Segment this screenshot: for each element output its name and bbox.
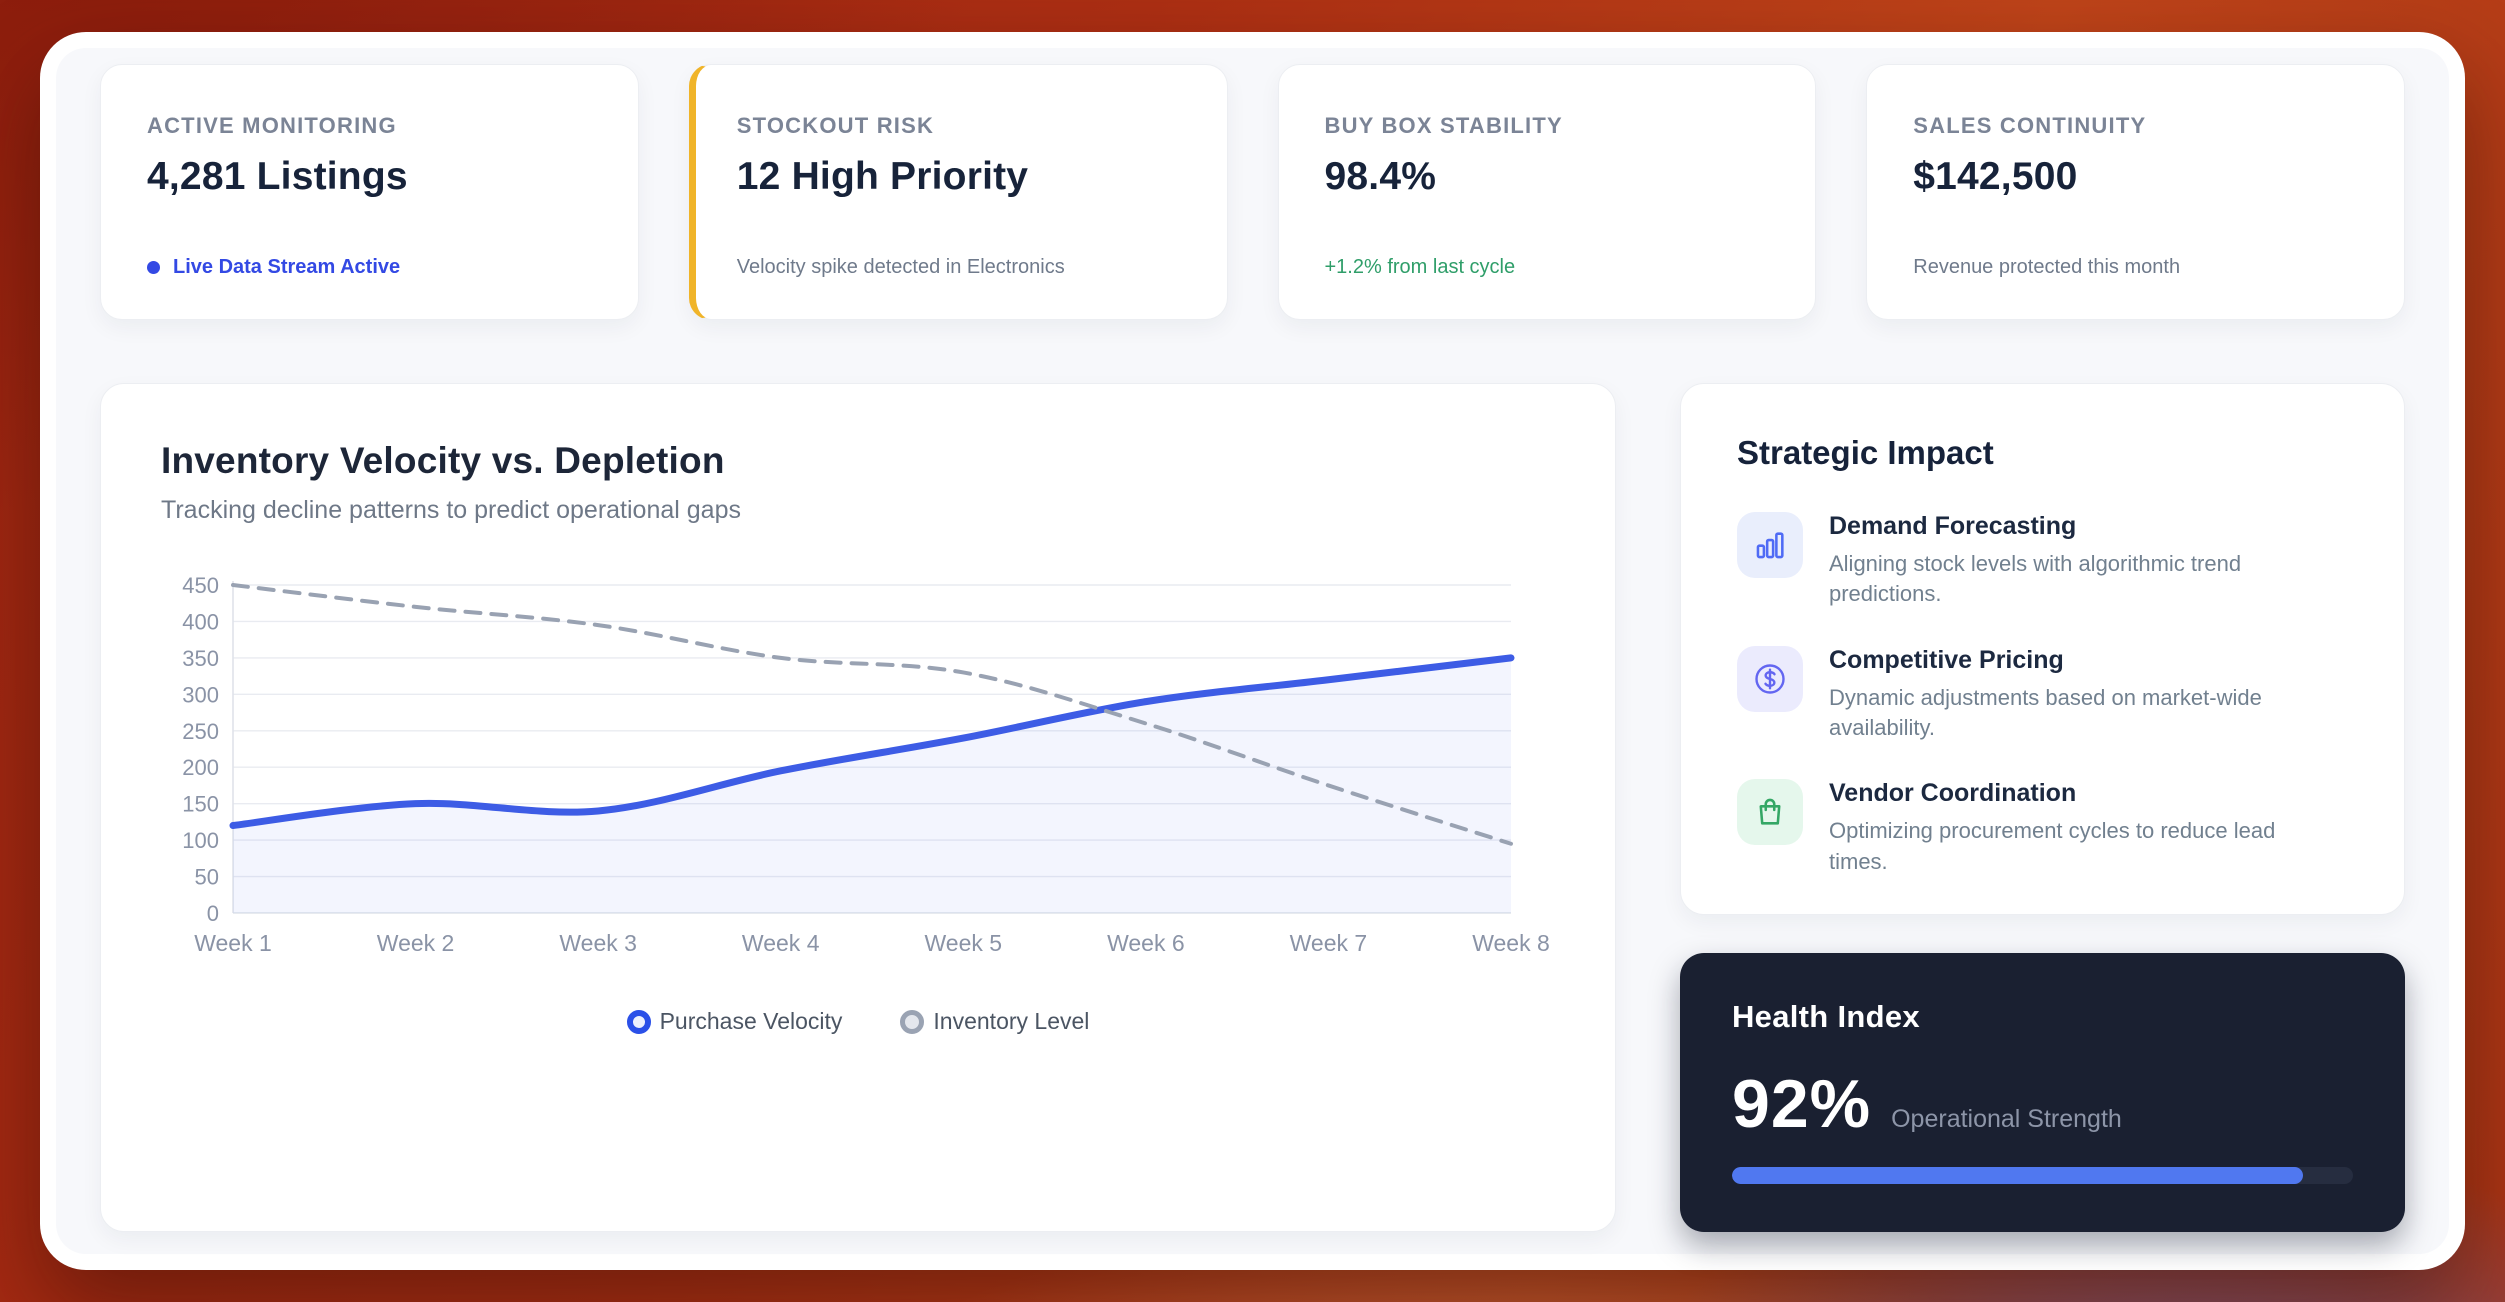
stat-value: $142,500 [1913,155,2078,198]
legend-marker-blue-icon [626,1009,651,1034]
right-column: Strategic Impact Demand [1680,383,2405,1232]
svg-text:250: 250 [182,719,219,744]
strategic-item-desc: Optimizing procurement cycles to reduce … [1829,818,2276,874]
stat-cards-row: ACTIVE MONITORING 4,281 Listings Live Da… [100,64,2405,320]
strategic-item-title: Demand Forecasting [1829,512,2077,540]
shopping-bag-icon [1737,779,1803,846]
health-index-title: Health Index [1732,999,1920,1034]
dashboard-content: ACTIVE MONITORING 4,281 Listings Live Da… [56,48,2449,1254]
svg-text:Week 4: Week 4 [742,930,820,956]
health-index-value: 92% [1732,1066,1872,1142]
strategic-item-demand-forecasting: Demand Forecasting Aligning stock levels… [1737,512,2348,610]
health-index-label: Operational Strength [1891,1105,2122,1133]
svg-text:300: 300 [182,682,219,707]
stat-card-active-monitoring: ACTIVE MONITORING 4,281 Listings Live Da… [100,64,639,320]
bar-chart-icon [1737,512,1803,578]
legend-item-purchase-velocity[interactable]: Purchase Velocity [626,1008,843,1035]
strategic-impact-list: Demand Forecasting Aligning stock levels… [1737,512,2348,877]
chart-plot-area: 0 50 100 150 200 250 300 350 400 450 Week 1 Week 2 W… [161,573,1555,974]
stat-card-stockout-risk: STOCKOUT RISK 12 High Priority Velocity … [688,64,1228,320]
svg-text:200: 200 [182,755,219,780]
strategic-item-text: Competitive Pricing Dynamic adjustments … [1829,646,2299,744]
strategic-item-desc: Aligning stock levels with algorithmic t… [1829,551,2242,607]
strategic-item-competitive-pricing: Competitive Pricing Dynamic adjustments … [1737,645,2348,744]
velocity-chart-svg: 0 50 100 150 200 250 300 350 400 450 Week 1 Week 2 W… [182,573,1550,956]
stat-label: STOCKOUT RISK [736,113,935,138]
strategic-item-text: Vendor Coordination Optimizing procureme… [1829,779,2299,877]
legend-marker-gray-icon [900,1009,925,1034]
chart-title: Inventory Velocity vs. Depletion [161,440,725,481]
stat-card-sales-continuity: SALES CONTINUITY $142,500 Revenue protec… [1866,64,2405,320]
svg-text:Week 6: Week 6 [1107,930,1185,956]
svg-text:0: 0 [207,901,219,926]
dollar-circle-icon [1737,645,1803,712]
svg-text:400: 400 [182,609,219,634]
health-progress-fill [1732,1167,2304,1184]
stat-card-buy-box-stability: BUY BOX STABILITY 98.4% +1.2% from last … [1277,64,1817,320]
stat-value: 98.4% [1324,155,1437,198]
stat-note-text: Velocity spike detected in Electronics [736,256,1065,278]
svg-text:Week 8: Week 8 [1472,930,1550,956]
dashboard-container: ACTIVE MONITORING 4,281 Listings Live Da… [40,32,2465,1270]
svg-text:450: 450 [182,573,219,598]
svg-text:150: 150 [182,792,219,817]
legend-label: Purchase Velocity [659,1008,843,1034]
stat-value: 4,281 Listings [147,155,408,198]
strategic-item-vendor-coordination: Vendor Coordination Optimizing procureme… [1737,779,2348,877]
health-progress-track [1732,1167,2353,1184]
strategic-item-title: Vendor Coordination [1829,779,2077,808]
stat-label: ACTIVE MONITORING [147,113,397,138]
legend-label: Inventory Level [933,1008,1090,1034]
chart-subtitle: Tracking decline patterns to predict ope… [161,496,741,524]
legend-item-inventory-level[interactable]: Inventory Level [900,1008,1089,1035]
stat-value: 12 High Priority [736,155,1029,198]
svg-text:Week 3: Week 3 [559,930,637,956]
health-index-card: Health Index 92% Operational Strength [1680,953,2405,1232]
svg-text:100: 100 [182,828,219,853]
live-status-dot-icon [147,261,160,274]
strategic-item-text: Demand Forecasting Aligning stock levels… [1829,512,2299,610]
strategic-item-title: Competitive Pricing [1829,645,2064,674]
svg-text:Week 5: Week 5 [925,930,1003,956]
main-row: Inventory Velocity vs. Depletion Trackin… [100,383,2405,1232]
svg-text:350: 350 [182,646,219,671]
strategic-item-desc: Dynamic adjustments based on market-wide… [1829,684,2262,741]
svg-text:50: 50 [195,865,219,890]
health-value-row: 92% Operational Strength [1732,1065,2353,1143]
svg-text:Week 1: Week 1 [194,930,272,956]
stat-label: BUY BOX STABILITY [1324,113,1563,138]
stat-note-live: Live Data Stream Active [147,256,592,279]
stat-label: SALES CONTINUITY [1913,113,2147,138]
strategic-impact-panel: Strategic Impact Demand [1680,383,2405,915]
strategic-impact-title: Strategic Impact [1737,434,1994,471]
svg-text:Week 7: Week 7 [1290,930,1368,956]
velocity-chart-panel: Inventory Velocity vs. Depletion Trackin… [100,383,1616,1232]
chart-legend: Purchase Velocity Inventory Level [161,1008,1555,1035]
stat-note-text: Live Data Stream Active [173,256,401,278]
stat-note-text: Revenue protected this month [1913,256,2181,278]
stat-note-text: +1.2% from last cycle [1324,256,1516,278]
svg-text:Week 2: Week 2 [377,930,455,956]
